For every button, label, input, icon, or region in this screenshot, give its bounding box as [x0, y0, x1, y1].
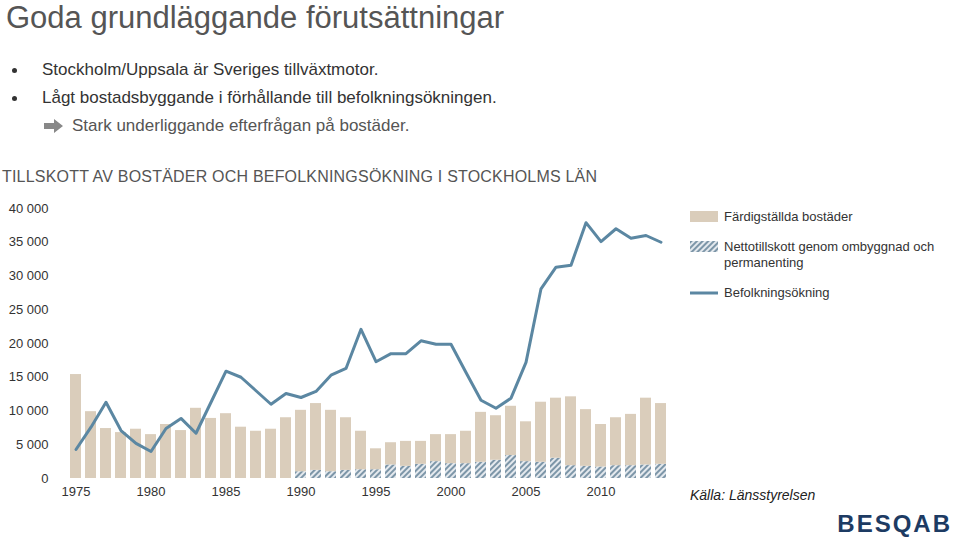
svg-text:2000: 2000: [437, 484, 466, 499]
html-text:TILLSKOTT AV BOSTÄDER OCH BEFO: TILLSKOTT AV BOSTÄDER OCH BEFOLKNINGSÖKN…: [2, 168, 598, 185]
svg-text:2010: 2010: [587, 484, 616, 499]
svg-text:1985: 1985: [212, 484, 241, 499]
svg-text:25 000: 25 000: [9, 302, 49, 317]
html-text:Stark underliggande efterfråga: Stark underliggande efterfrågan på bostä…: [72, 116, 410, 135]
svg-text:10 000: 10 000: [9, 403, 49, 418]
svg-text:1990: 1990: [287, 484, 316, 499]
html-text:Stockholm/Uppsala är Sveriges: Stockholm/Uppsala är Sveriges tillväxtmo…: [42, 60, 379, 79]
svg-text:40 000: 40 000: [9, 201, 49, 216]
svg-text:15 000: 15 000: [9, 369, 49, 384]
html-text:Lågt bostadsbyggande i förhåll: Lågt bostadsbyggande i förhållande till …: [42, 88, 497, 107]
html-text:Färdigställda bostäder: Färdigställda bostäder: [724, 209, 853, 224]
svg-text:20 000: 20 000: [9, 336, 49, 351]
svg-text:1995: 1995: [362, 484, 391, 499]
svg-text:35 000: 35 000: [9, 234, 49, 249]
html-text:Nettotillskott genom ombyggnad: Nettotillskott genom ombyggnad och perma…: [724, 239, 935, 270]
html-text:BESQAB: BESQAB: [837, 510, 952, 537]
html-text:Källa: Länsstyrelsen: Källa: Länsstyrelsen: [690, 487, 816, 503]
html-text:Befolkningsökning: Befolkningsökning: [724, 285, 830, 300]
svg-text:0: 0: [41, 471, 48, 486]
svg-text:5 000: 5 000: [16, 437, 49, 452]
svg-text:1975: 1975: [62, 484, 91, 499]
svg-text:1980: 1980: [137, 484, 166, 499]
svg-text:2005: 2005: [512, 484, 541, 499]
svg-text:30 000: 30 000: [9, 268, 49, 283]
html-text:Goda grundläggande förutsättni: Goda grundläggande förutsättningar: [6, 0, 505, 35]
